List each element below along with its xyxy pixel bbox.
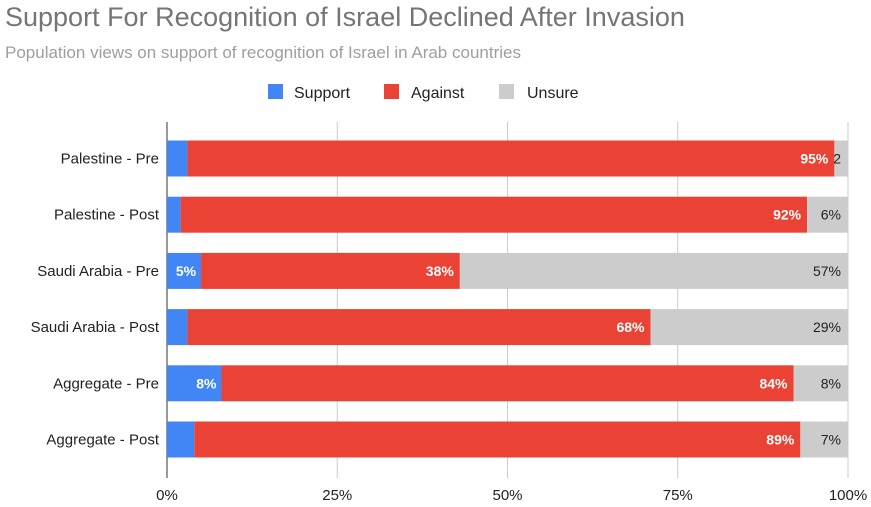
bar-segment-against — [187, 140, 835, 177]
legend-swatch-against — [384, 84, 399, 99]
x-axis-ticks: 0% 25% 50% 75% 100% — [156, 487, 867, 504]
category-label: Palestine - Pre — [61, 151, 159, 168]
legend-swatch-unsure — [499, 84, 514, 99]
legend-label-against: Against — [411, 85, 465, 102]
x-tick-label: 50% — [492, 487, 522, 504]
data-label: 7% — [821, 432, 841, 448]
bar-segment-support — [167, 252, 202, 289]
bar-segment-against — [201, 252, 460, 289]
data-label: 57% — [813, 263, 841, 279]
legend-swatch-support — [268, 84, 283, 99]
x-tick-label: 25% — [322, 487, 352, 504]
bar-segment-support — [167, 309, 188, 346]
bar-segment-against — [221, 365, 794, 402]
chart-subtitle: Population views on support of recogniti… — [5, 43, 521, 62]
data-label: 84% — [759, 375, 788, 391]
x-tick-label: 75% — [663, 487, 693, 504]
legend-label-unsure: Unsure — [527, 85, 579, 102]
chart-title: Support For Recognition of Israel Declin… — [5, 2, 685, 32]
category-label: Saudi Arabia - Pre — [37, 263, 159, 280]
data-label: 92% — [773, 207, 802, 223]
data-label: 6% — [821, 207, 841, 223]
bar-segment-unsure — [807, 196, 848, 233]
category-labels: Palestine - Pre Palestine - Post Saudi Ara… — [31, 151, 160, 449]
category-label: Aggregate - Pre — [53, 375, 159, 392]
data-label: 8% — [196, 375, 217, 391]
bar-segment-support — [167, 140, 188, 177]
bar-segment-unsure — [800, 421, 848, 458]
data-label: 89% — [766, 432, 795, 448]
bar-segment-unsure — [793, 365, 848, 402]
legend-label-support: Support — [294, 85, 351, 102]
bar-segment-against — [180, 196, 808, 233]
category-label: Aggregate - Post — [46, 432, 159, 449]
data-label: 38% — [426, 263, 455, 279]
bar-segment-support — [167, 421, 195, 458]
data-label: 2 — [833, 151, 841, 167]
bar-segment-against — [194, 421, 801, 458]
bars: 3%95%22%92%6%5%38%57%3%68%29%8%84%8%4%89… — [167, 140, 848, 458]
bar-segment-support — [167, 365, 222, 402]
bar-segment-unsure — [459, 252, 848, 289]
x-tick-label: 0% — [156, 487, 178, 504]
data-label: 95% — [800, 151, 829, 167]
legend: Support Against Unsure — [268, 84, 579, 102]
bar-segment-support — [167, 196, 181, 233]
category-label: Palestine - Post — [54, 207, 160, 224]
category-label: Saudi Arabia - Post — [31, 319, 160, 336]
data-label: 8% — [821, 375, 841, 391]
bar-segment-unsure — [650, 309, 848, 346]
x-tick-label: 100% — [829, 487, 867, 504]
data-label: 68% — [616, 319, 645, 335]
bar-segment-unsure — [834, 140, 848, 177]
bar-segment-against — [187, 309, 651, 346]
data-label: 5% — [176, 263, 197, 279]
data-label: 29% — [813, 319, 841, 335]
gridlines — [166, 122, 849, 478]
